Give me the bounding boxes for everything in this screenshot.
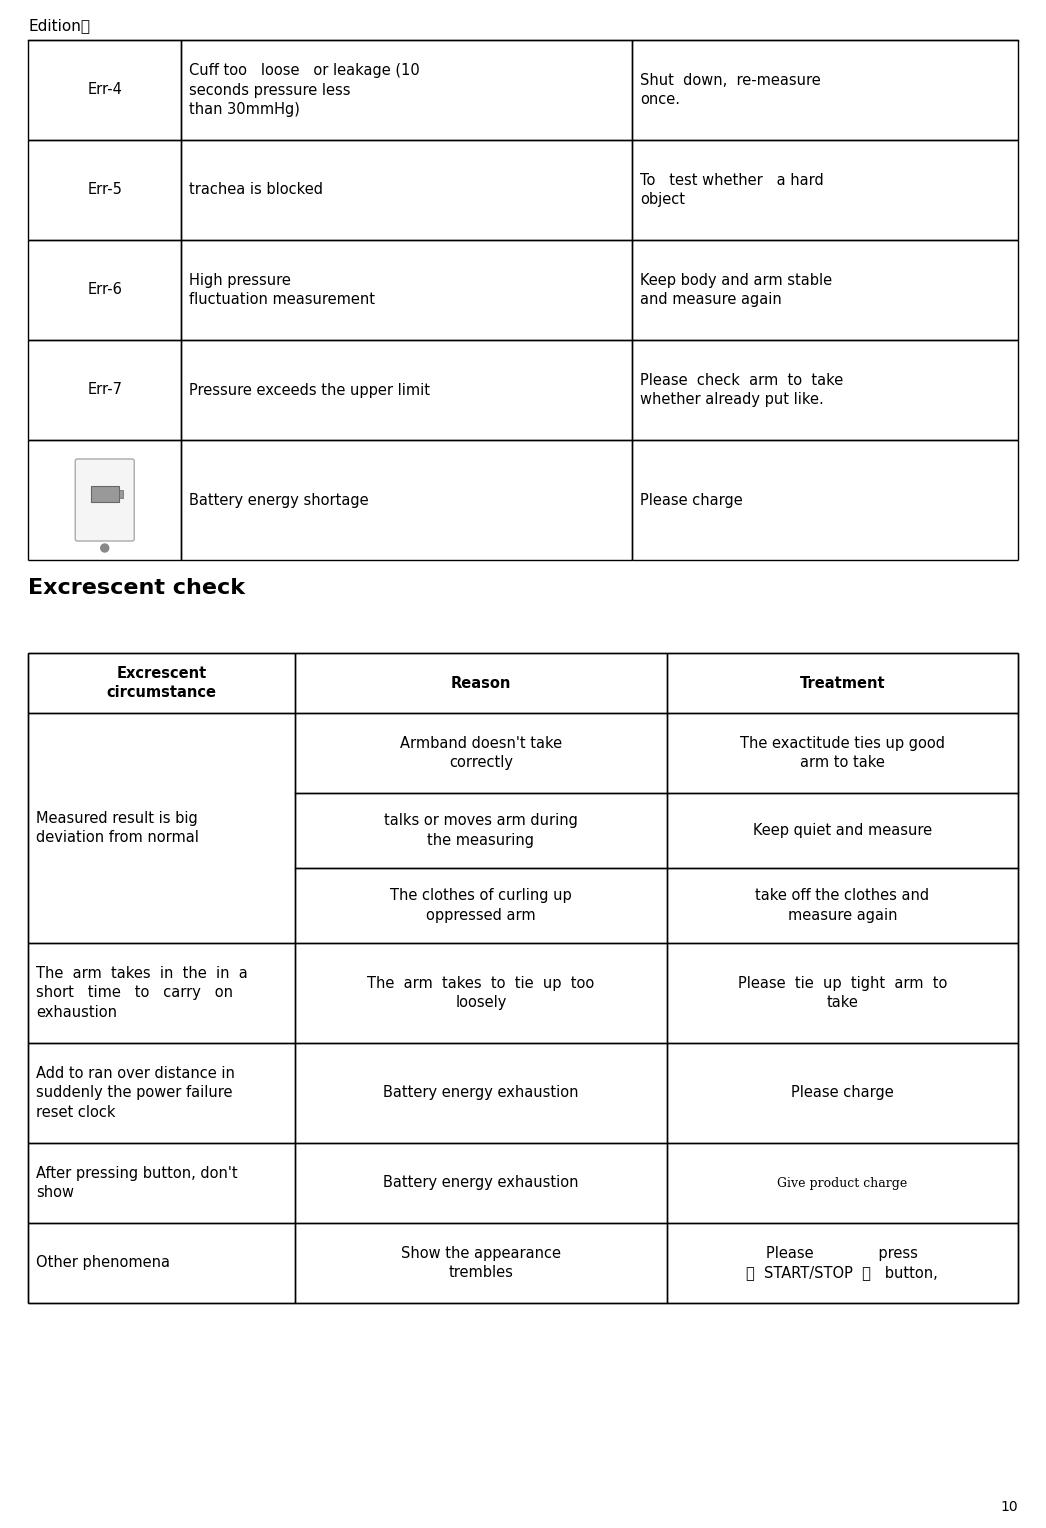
Text: Please  tie  up  tight  arm  to
take: Please tie up tight arm to take: [737, 975, 947, 1010]
Text: The exactitude ties up good
arm to take: The exactitude ties up good arm to take: [740, 735, 945, 770]
Text: Please  check  arm  to  take
whether already put like.: Please check arm to take whether already…: [640, 373, 843, 408]
Text: The  arm  takes  to  tie  up  too
loosely: The arm takes to tie up too loosely: [367, 975, 594, 1010]
Text: Err-5: Err-5: [87, 182, 122, 197]
Text: Battery energy shortage: Battery energy shortage: [189, 492, 369, 507]
Text: High pressure
fluctuation measurement: High pressure fluctuation measurement: [189, 272, 376, 307]
Text: trachea is blocked: trachea is blocked: [189, 182, 323, 197]
Text: Battery energy exhaustion: Battery energy exhaustion: [383, 1175, 578, 1190]
Text: take off the clothes and
measure again: take off the clothes and measure again: [755, 888, 929, 923]
Text: Cuff too   loose   or leakage (10
seconds pressure less
than 30mmHg): Cuff too loose or leakage (10 seconds pr…: [189, 63, 420, 118]
Text: Measured result is big
deviation from normal: Measured result is big deviation from no…: [36, 810, 199, 845]
Text: Keep quiet and measure: Keep quiet and measure: [753, 824, 932, 837]
Text: Please charge: Please charge: [791, 1085, 893, 1100]
Text: 10: 10: [1000, 1500, 1018, 1514]
Text: Err-6: Err-6: [87, 283, 122, 298]
Text: Battery energy exhaustion: Battery energy exhaustion: [383, 1085, 578, 1100]
Text: Treatment: Treatment: [799, 675, 885, 691]
Text: The  arm  takes  in  the  in  a
short   time   to   carry   on
exhaustion: The arm takes in the in a short time to …: [36, 966, 248, 1021]
Text: Excrescent check: Excrescent check: [28, 578, 245, 597]
Text: Please charge: Please charge: [640, 492, 743, 507]
Text: Reason: Reason: [451, 675, 511, 691]
Text: Edition：: Edition：: [28, 18, 90, 34]
Text: Shut  down,  re-measure
once.: Shut down, re-measure once.: [640, 73, 821, 107]
Text: Pressure exceeds the upper limit: Pressure exceeds the upper limit: [189, 382, 431, 397]
Text: Give product charge: Give product charge: [777, 1177, 907, 1189]
FancyBboxPatch shape: [75, 458, 134, 541]
Text: Excrescent
circumstance: Excrescent circumstance: [107, 666, 217, 700]
Text: To   test whether   a hard
object: To test whether a hard object: [640, 173, 823, 208]
Text: Please              press
》  START/STOP  《   button,: Please press 》 START/STOP 《 button,: [747, 1245, 938, 1280]
Circle shape: [100, 544, 109, 552]
Text: Err-4: Err-4: [87, 83, 122, 98]
Bar: [91, 486, 119, 503]
Text: Keep body and arm stable
and measure again: Keep body and arm stable and measure aga…: [640, 272, 832, 307]
Text: Err-7: Err-7: [87, 382, 122, 397]
Text: talks or moves arm during
the measuring: talks or moves arm during the measuring: [384, 813, 577, 848]
Text: The clothes of curling up
oppressed arm: The clothes of curling up oppressed arm: [390, 888, 572, 923]
Text: Armband doesn't take
correctly: Armband doesn't take correctly: [400, 735, 562, 770]
Text: Show the appearance
trembles: Show the appearance trembles: [401, 1245, 561, 1280]
Text: Add to ran over distance in
suddenly the power failure
reset clock: Add to ran over distance in suddenly the…: [36, 1065, 235, 1120]
Bar: [119, 490, 122, 498]
Text: Other phenomena: Other phenomena: [36, 1256, 170, 1270]
Text: After pressing button, don't
show: After pressing button, don't show: [36, 1166, 237, 1201]
